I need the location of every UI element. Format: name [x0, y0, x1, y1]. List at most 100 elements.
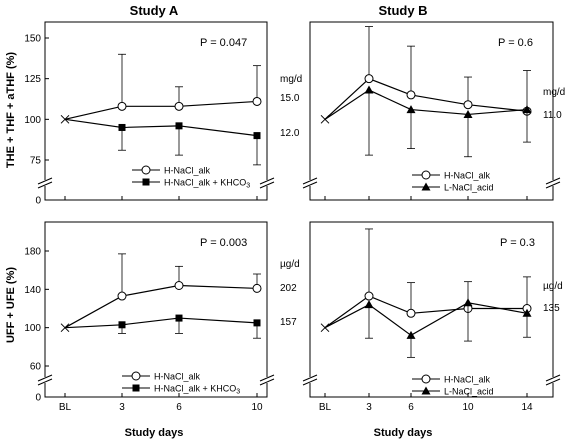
data-point [406, 90, 416, 100]
y-tick-label: 140 [24, 285, 41, 296]
axis-break-gap [547, 180, 559, 186]
plot-frame [309, 21, 554, 201]
series-1 [64, 118, 261, 166]
legend-marker [421, 182, 431, 191]
axis-break-mark [259, 181, 275, 189]
axis-break-mark [259, 374, 275, 382]
panel-B_bottom: BL 3 6 10 14 P = 0.3 µg/d 135 H-NaCl_alk L-NaCl_a… [302, 221, 563, 413]
axis-break-mark [545, 374, 561, 382]
y-tick-label: 0 [35, 196, 41, 207]
plot-frame [44, 221, 268, 398]
xlabel-a: Study days [125, 427, 184, 439]
legend: H-NaCl_alk L-NaCl_acid [412, 170, 494, 193]
legend-entry: L-NaCl_acid [444, 183, 494, 193]
data-point [117, 291, 127, 301]
data-point [252, 96, 262, 106]
right-value-label: 135 [543, 303, 560, 314]
legend-marker [421, 170, 431, 180]
legend-marker [131, 371, 141, 381]
x-tick-label: 3 [119, 402, 125, 413]
ylabel-bottom: UFF + UFE (%) [5, 267, 17, 343]
data-point [118, 123, 126, 131]
legend-marker [421, 374, 431, 384]
unit-label: µg/d [280, 259, 300, 270]
axis-break-mark [302, 378, 318, 386]
legend-subscript: 3 [236, 389, 240, 396]
axis-break-gap [39, 377, 51, 383]
right-value-label: 15.0 [280, 93, 300, 104]
axis-break-gap [261, 377, 273, 383]
unit-label: µg/d [543, 281, 563, 292]
right-value-label: 157 [280, 317, 297, 328]
y-tick-label: 75 [30, 156, 42, 167]
data-point [463, 298, 473, 307]
data-point [406, 105, 416, 114]
data-point [252, 283, 262, 293]
series-0 [64, 253, 262, 329]
legend-entry: L-NaCl_acid [444, 387, 494, 397]
title-study-a: Study A [130, 3, 179, 18]
x-tick-label: 10 [251, 402, 263, 413]
x-tick-label: 10 [462, 402, 474, 413]
right-value-label: 202 [280, 283, 297, 294]
series-line [324, 302, 528, 337]
axis-break-mark [259, 177, 275, 185]
legend: H-NaCl_alk L-NaCl_acid [412, 374, 494, 397]
data-point [522, 105, 532, 114]
p-value: P = 0.047 [200, 37, 247, 49]
right-value-label: 12.0 [280, 128, 300, 139]
baseline-marker [60, 114, 70, 124]
series-line [64, 118, 258, 137]
x-tick-label: BL [319, 402, 332, 413]
data-point [364, 74, 374, 84]
data-point [463, 100, 473, 110]
data-point [463, 109, 473, 118]
legend-entry: H-NaCl_alk [154, 372, 201, 382]
y-tick-label: 150 [24, 34, 41, 45]
data-point [118, 321, 126, 329]
data-point [253, 319, 261, 327]
unit-label: mg/d [280, 74, 302, 85]
axis-break-mark [302, 374, 318, 382]
p-value: P = 0.003 [200, 237, 247, 249]
data-point [117, 101, 127, 111]
axis-break-mark [302, 181, 318, 189]
xlabel-b: Study days [374, 427, 433, 439]
axis-break-mark [302, 177, 318, 185]
legend-entry: H-NaCl_alk [164, 166, 211, 176]
legend-marker [141, 165, 151, 175]
y-tick-label: 100 [24, 323, 41, 334]
axis-break-mark [545, 177, 561, 185]
axis-break-gap [304, 180, 316, 186]
data-point [406, 308, 416, 318]
axis-break-mark [545, 378, 561, 386]
baseline-marker [320, 323, 330, 333]
series-line [324, 89, 528, 120]
series-1 [64, 314, 261, 339]
unit-label: mg/d [543, 87, 565, 98]
axis-break-mark [37, 181, 53, 189]
series-1 [324, 298, 532, 358]
data-point [174, 101, 184, 111]
x-tick-label: BL [59, 402, 72, 413]
x-tick-label: 3 [366, 402, 372, 413]
series-line [64, 100, 258, 120]
y-tick-label: 100 [24, 115, 41, 126]
axis-break-mark [545, 181, 561, 189]
data-point [364, 85, 374, 94]
series-0 [64, 53, 262, 120]
y-tick-label: 125 [24, 74, 41, 85]
legend-entry: H-NaCl_alk + KHCO3 [164, 178, 250, 190]
panel-A_top: 0 75 100 125 150 P = 0.047 mg/d 15.0 12.0 H-NaCl_… [24, 21, 302, 207]
axis-break-mark [259, 378, 275, 386]
legend-subscript: 3 [246, 183, 250, 190]
axis-break-mark [37, 378, 53, 386]
y-tick-label: 180 [24, 247, 41, 258]
y-tick-label: 60 [30, 362, 42, 373]
data-point [364, 291, 374, 301]
legend-entry: H-NaCl_alk [444, 171, 491, 181]
title-study-b: Study B [378, 3, 427, 18]
data-point [364, 300, 374, 309]
data-point [522, 308, 532, 317]
